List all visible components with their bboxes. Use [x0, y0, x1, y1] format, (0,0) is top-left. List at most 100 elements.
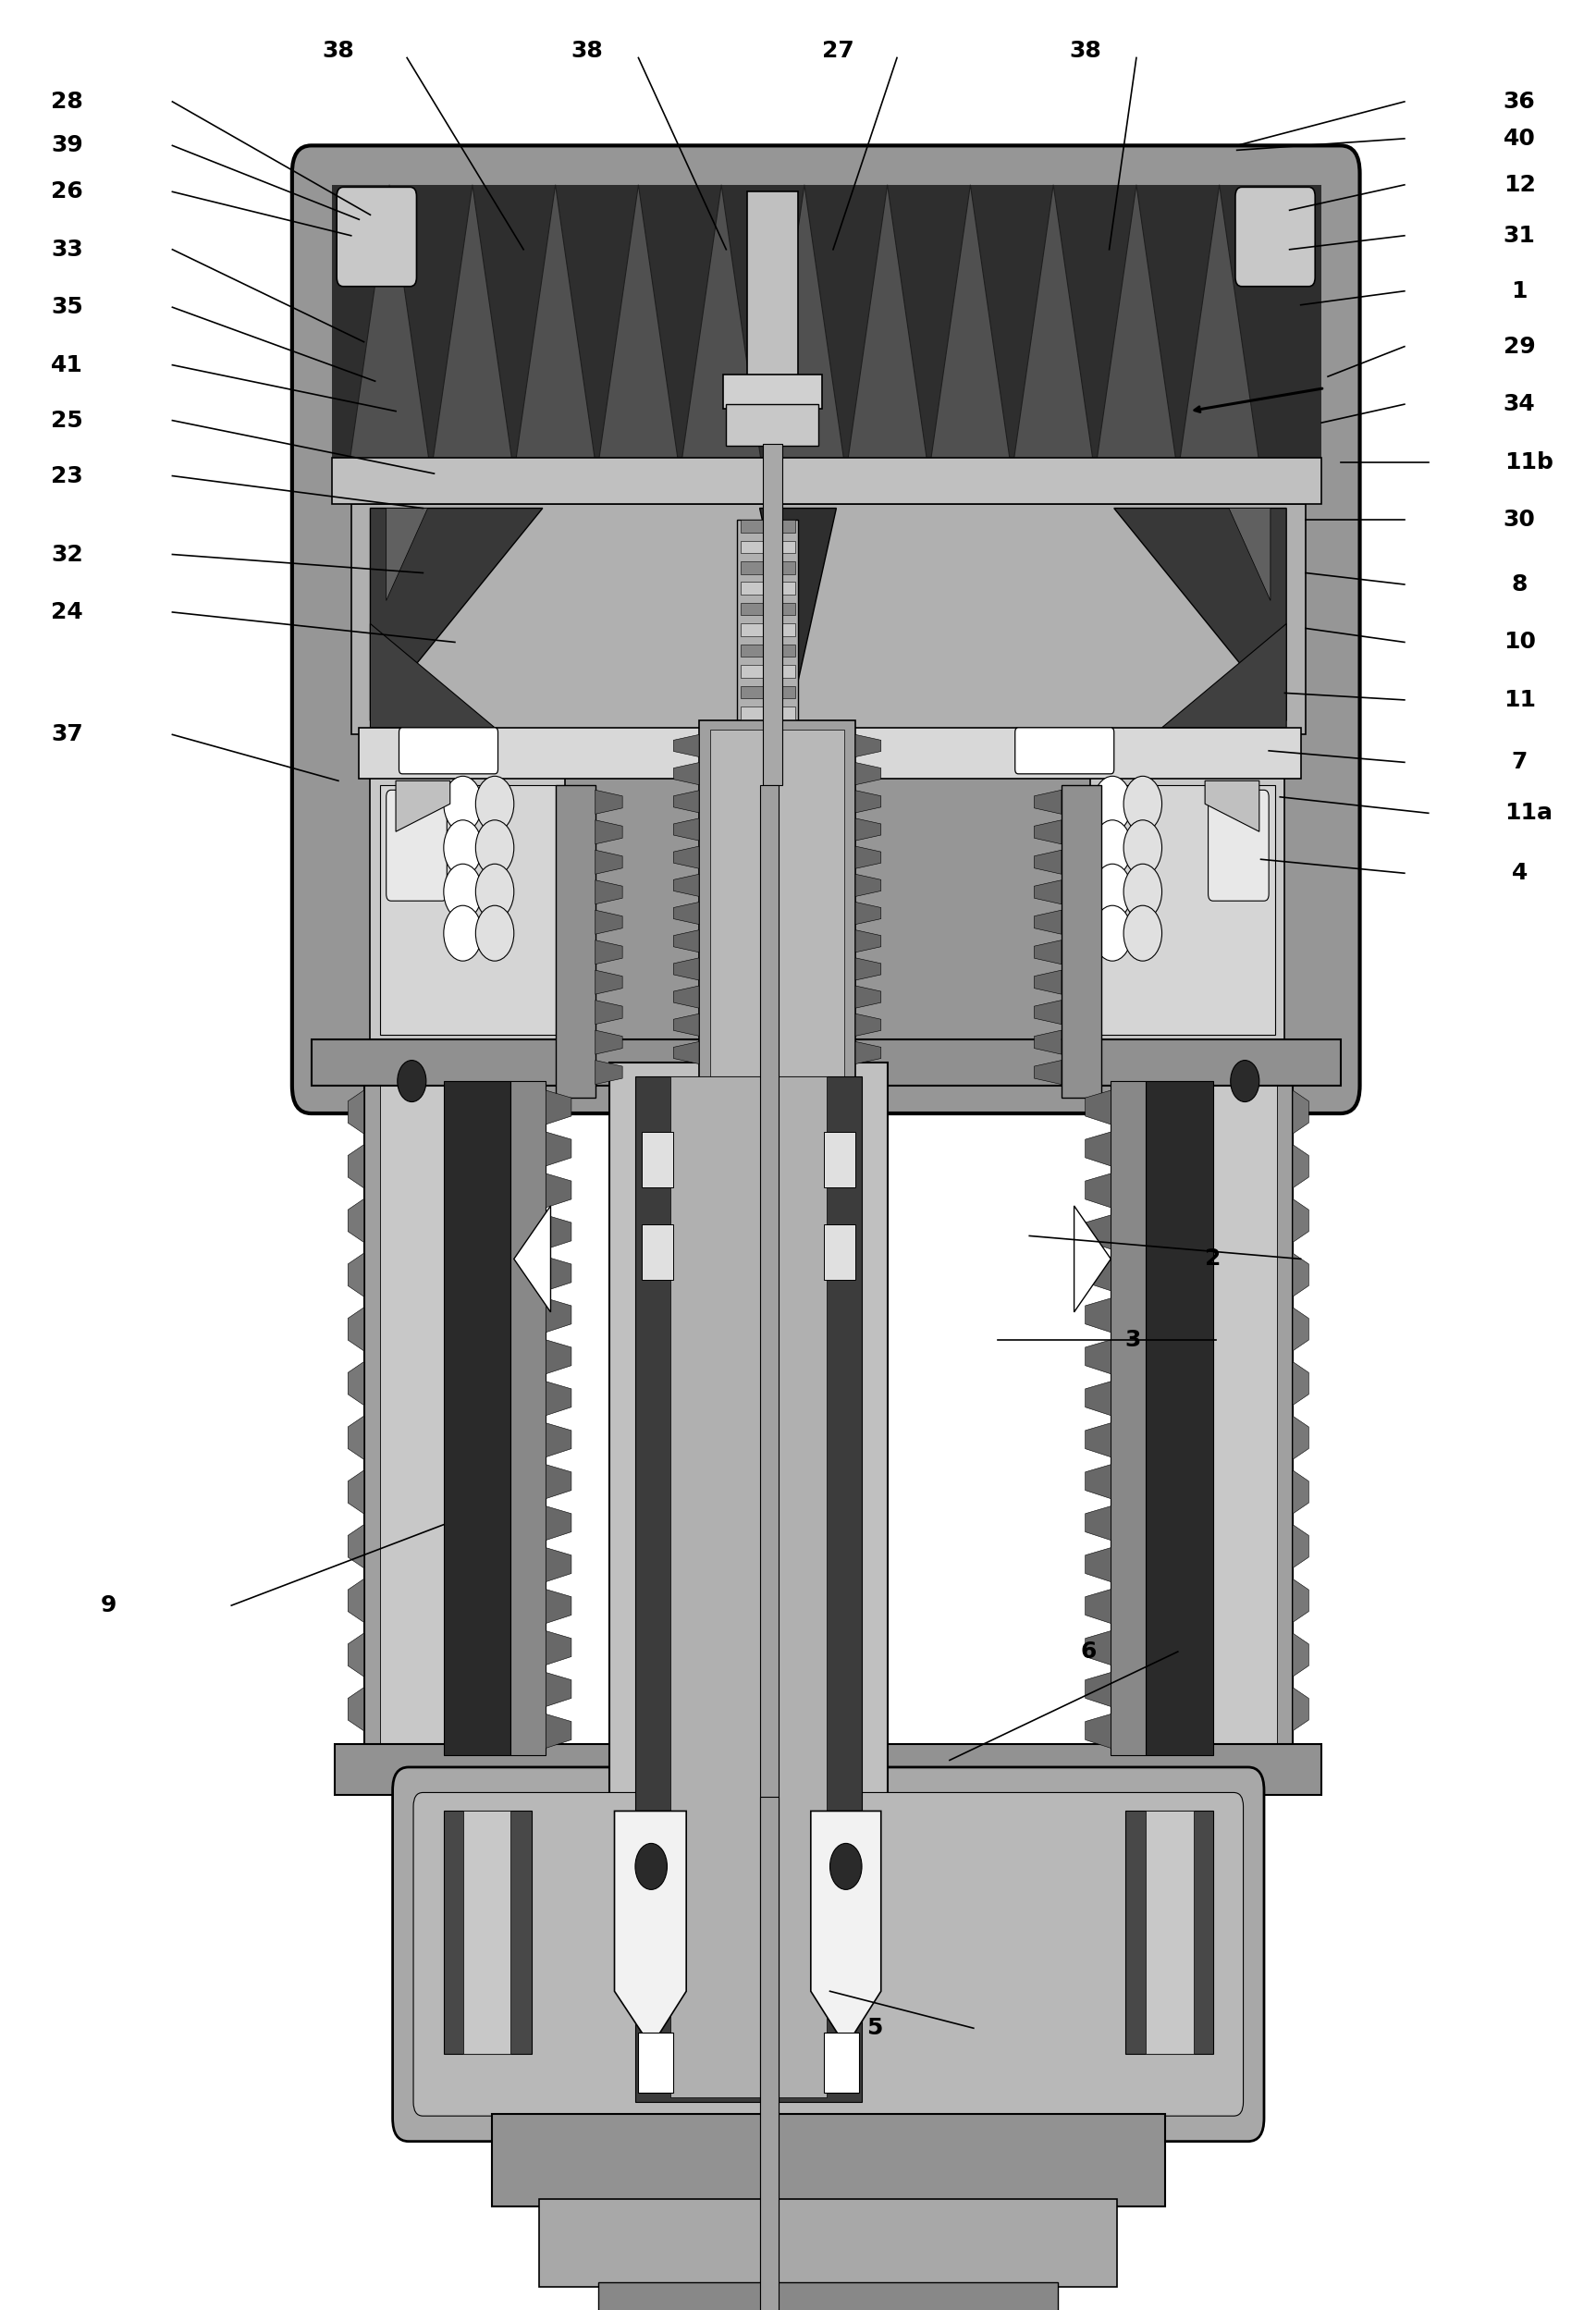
Polygon shape [348, 1633, 364, 1677]
Polygon shape [811, 1811, 881, 2047]
Text: 9: 9 [101, 1594, 117, 1617]
Polygon shape [546, 1381, 571, 1416]
Polygon shape [595, 1030, 622, 1053]
Text: 36: 36 [1503, 90, 1535, 113]
Bar [741, 561, 795, 573]
Polygon shape [929, 185, 1012, 474]
Polygon shape [855, 1042, 881, 1065]
Polygon shape [614, 1811, 686, 2047]
Polygon shape [595, 790, 622, 813]
Polygon shape [1293, 1199, 1309, 1243]
Polygon shape [1293, 1363, 1309, 1404]
Polygon shape [1085, 1672, 1111, 1707]
Polygon shape [1085, 1465, 1111, 1499]
Bar [335, 1744, 1321, 1795]
Bar [555, 785, 595, 1097]
Bar [1111, 1081, 1146, 1756]
Polygon shape [1085, 1506, 1111, 1541]
Text: 7: 7 [1511, 751, 1527, 774]
Bar [1061, 785, 1101, 1097]
Polygon shape [546, 1173, 571, 1208]
Polygon shape [595, 1000, 622, 1023]
Bar [741, 603, 795, 614]
Polygon shape [674, 1042, 699, 1065]
Polygon shape [1085, 1548, 1111, 1582]
Polygon shape [546, 1465, 571, 1499]
Circle shape [1093, 864, 1132, 919]
Polygon shape [855, 845, 881, 869]
Bar [311, 1040, 1341, 1086]
Polygon shape [855, 959, 881, 979]
Polygon shape [396, 781, 450, 832]
Text: 12: 12 [1503, 173, 1535, 196]
Bar [741, 520, 795, 531]
Circle shape [476, 776, 514, 832]
Bar [741, 686, 795, 698]
Bar [747, 192, 798, 388]
Polygon shape [1034, 820, 1061, 843]
Polygon shape [595, 970, 622, 993]
Circle shape [444, 820, 482, 875]
Polygon shape [1085, 1423, 1111, 1458]
Polygon shape [1085, 1631, 1111, 1666]
Circle shape [1124, 776, 1162, 832]
Bar [444, 1081, 511, 1756]
Polygon shape [546, 1672, 571, 1707]
Text: 10: 10 [1503, 631, 1535, 654]
Polygon shape [855, 903, 881, 924]
Bar [351, 504, 1306, 735]
Bar [635, 1076, 862, 2102]
Bar [760, 785, 779, 2310]
Text: 4: 4 [1511, 862, 1527, 885]
Text: 41: 41 [51, 353, 83, 377]
Polygon shape [546, 1090, 571, 1125]
Bar [1090, 774, 1285, 1046]
Text: 2: 2 [1205, 1247, 1221, 1270]
Bar [1213, 1081, 1277, 1756]
Polygon shape [1205, 781, 1259, 832]
Bar [638, 2033, 674, 2093]
Polygon shape [1229, 508, 1270, 601]
Polygon shape [855, 986, 881, 1007]
Polygon shape [855, 735, 881, 758]
Polygon shape [348, 1416, 364, 1460]
Text: 38: 38 [571, 39, 603, 62]
Bar [370, 774, 565, 1046]
Bar [332, 457, 1321, 504]
Polygon shape [674, 845, 699, 869]
Text: 38: 38 [1069, 39, 1101, 62]
Bar [710, 730, 844, 1081]
Polygon shape [846, 185, 929, 474]
Polygon shape [595, 940, 622, 963]
Polygon shape [674, 1014, 699, 1035]
Text: 30: 30 [1503, 508, 1535, 531]
Polygon shape [1293, 1471, 1309, 1513]
Polygon shape [546, 1506, 571, 1541]
Polygon shape [674, 873, 699, 896]
Bar [741, 644, 795, 656]
Polygon shape [348, 1146, 364, 1187]
Bar [1125, 1811, 1213, 2054]
Polygon shape [348, 1525, 364, 1568]
Polygon shape [546, 1340, 571, 1374]
Polygon shape [855, 818, 881, 841]
FancyBboxPatch shape [413, 1793, 1243, 2116]
Polygon shape [348, 1090, 364, 1134]
FancyBboxPatch shape [1235, 187, 1315, 286]
Polygon shape [514, 1206, 551, 1312]
FancyBboxPatch shape [337, 187, 417, 286]
Polygon shape [348, 1199, 364, 1243]
Bar [511, 1081, 546, 1756]
Bar [598, 2282, 1058, 2310]
Text: 11b: 11b [1505, 450, 1553, 474]
Polygon shape [595, 1060, 622, 1083]
Polygon shape [855, 931, 881, 952]
Polygon shape [1085, 1381, 1111, 1416]
Polygon shape [1293, 1307, 1309, 1351]
Text: 35: 35 [51, 296, 83, 319]
Bar [642, 1224, 674, 1280]
Text: 37: 37 [51, 723, 83, 746]
Polygon shape [1293, 1525, 1309, 1568]
Bar [763, 444, 782, 785]
Text: 3: 3 [1125, 1328, 1141, 1351]
